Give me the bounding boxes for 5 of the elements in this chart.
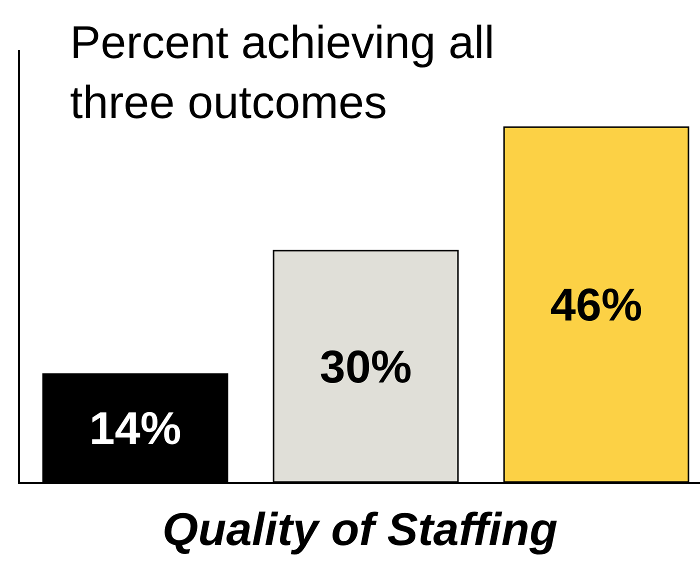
data-label: 46% — [550, 278, 642, 331]
data-label: 30% — [320, 340, 412, 392]
x-axis-title: Quality of Staffing — [162, 502, 558, 555]
chart-title: Percent achieving all three outcomes — [70, 16, 494, 128]
data-label: 14% — [89, 402, 182, 454]
